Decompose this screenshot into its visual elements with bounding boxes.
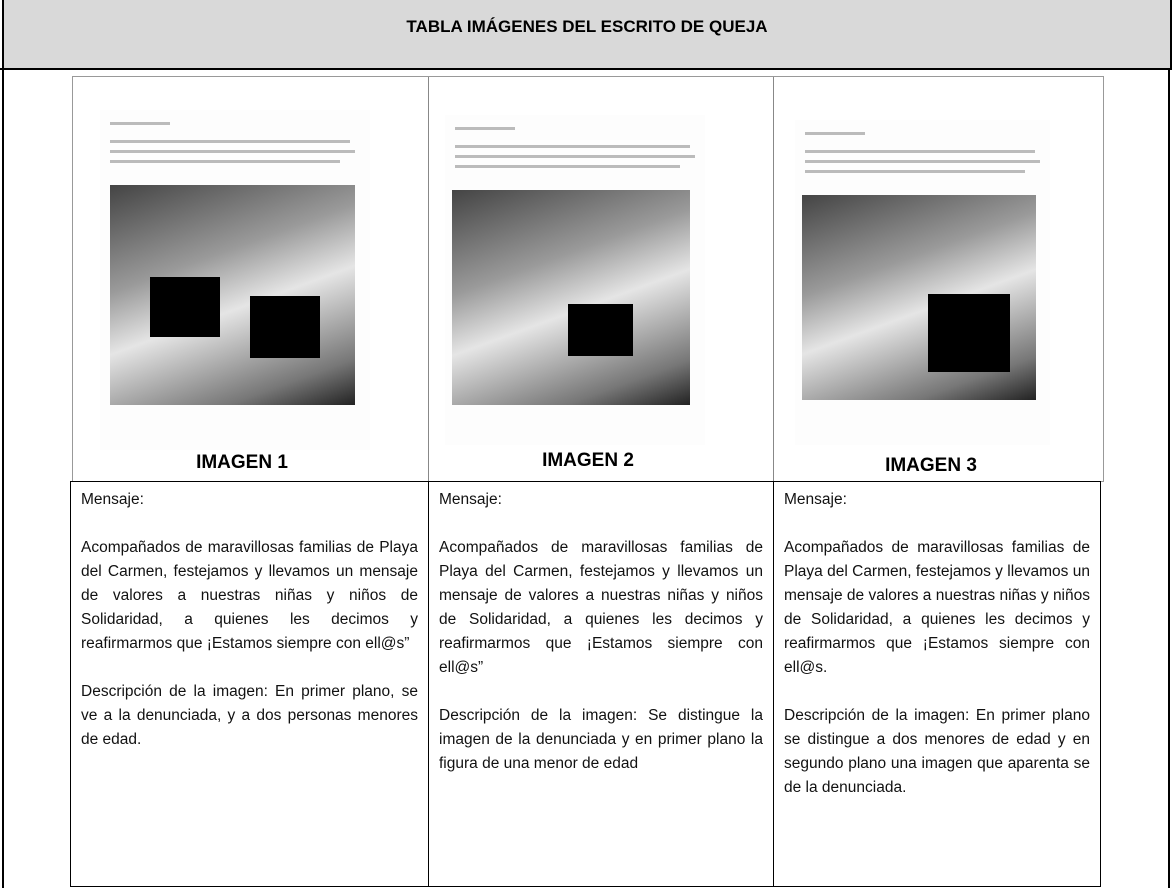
tweet-text <box>455 127 515 130</box>
video-frame <box>110 185 355 405</box>
message-cell: Mensaje: Acompañados de maravillosas fam… <box>773 481 1101 887</box>
description: Descripción de la imagen: Se distingue l… <box>439 707 763 772</box>
caption: IMAGEN 2 <box>542 450 634 471</box>
title: TABLA IMÁGENES DEL ESCRITO DE QUEJA <box>406 17 768 36</box>
redaction <box>928 294 1010 372</box>
tweet-text <box>110 140 350 143</box>
tweet-text <box>455 165 680 168</box>
message-label: Mensaje: <box>439 491 502 508</box>
divider <box>773 77 774 481</box>
left-border <box>2 68 4 888</box>
tweet-text <box>455 145 690 148</box>
header-rule <box>0 68 1172 70</box>
divider <box>428 77 429 481</box>
tweet-text <box>805 150 1035 153</box>
message-label: Mensaje: <box>81 491 144 508</box>
message: Acompañados de maravillosas familias de … <box>439 539 763 676</box>
tweet-card <box>795 120 1050 445</box>
tweet-text <box>805 132 865 135</box>
tweet-text <box>110 160 340 163</box>
message: Acompañados de maravillosas familias de … <box>81 539 418 652</box>
tweet-text <box>455 155 695 158</box>
message-cell: Mensaje: Acompañados de maravillosas fam… <box>70 481 429 887</box>
header: TABLA IMÁGENES DEL ESCRITO DE QUEJA <box>2 0 1172 68</box>
redaction <box>150 277 220 337</box>
redaction <box>568 304 633 356</box>
tweet-text <box>110 122 170 125</box>
caption: IMAGEN 3 <box>885 455 977 476</box>
right-border <box>1168 68 1170 888</box>
message-label: Mensaje: <box>784 491 847 508</box>
tweet-text <box>805 170 1025 173</box>
tweet-card <box>445 115 705 445</box>
description: Descripción de la imagen: En primer plan… <box>81 683 418 748</box>
tweet-card <box>100 110 370 450</box>
tweet-text <box>805 160 1040 163</box>
caption: IMAGEN 1 <box>196 452 288 473</box>
message: Acompañados de maravillosas familias de … <box>784 539 1090 676</box>
message-cell: Mensaje: Acompañados de maravillosas fam… <box>428 481 774 887</box>
video-frame <box>452 190 690 405</box>
redaction <box>250 296 320 358</box>
description: Descripción de la imagen: En primer plan… <box>784 707 1090 796</box>
tweet-text <box>110 150 355 153</box>
